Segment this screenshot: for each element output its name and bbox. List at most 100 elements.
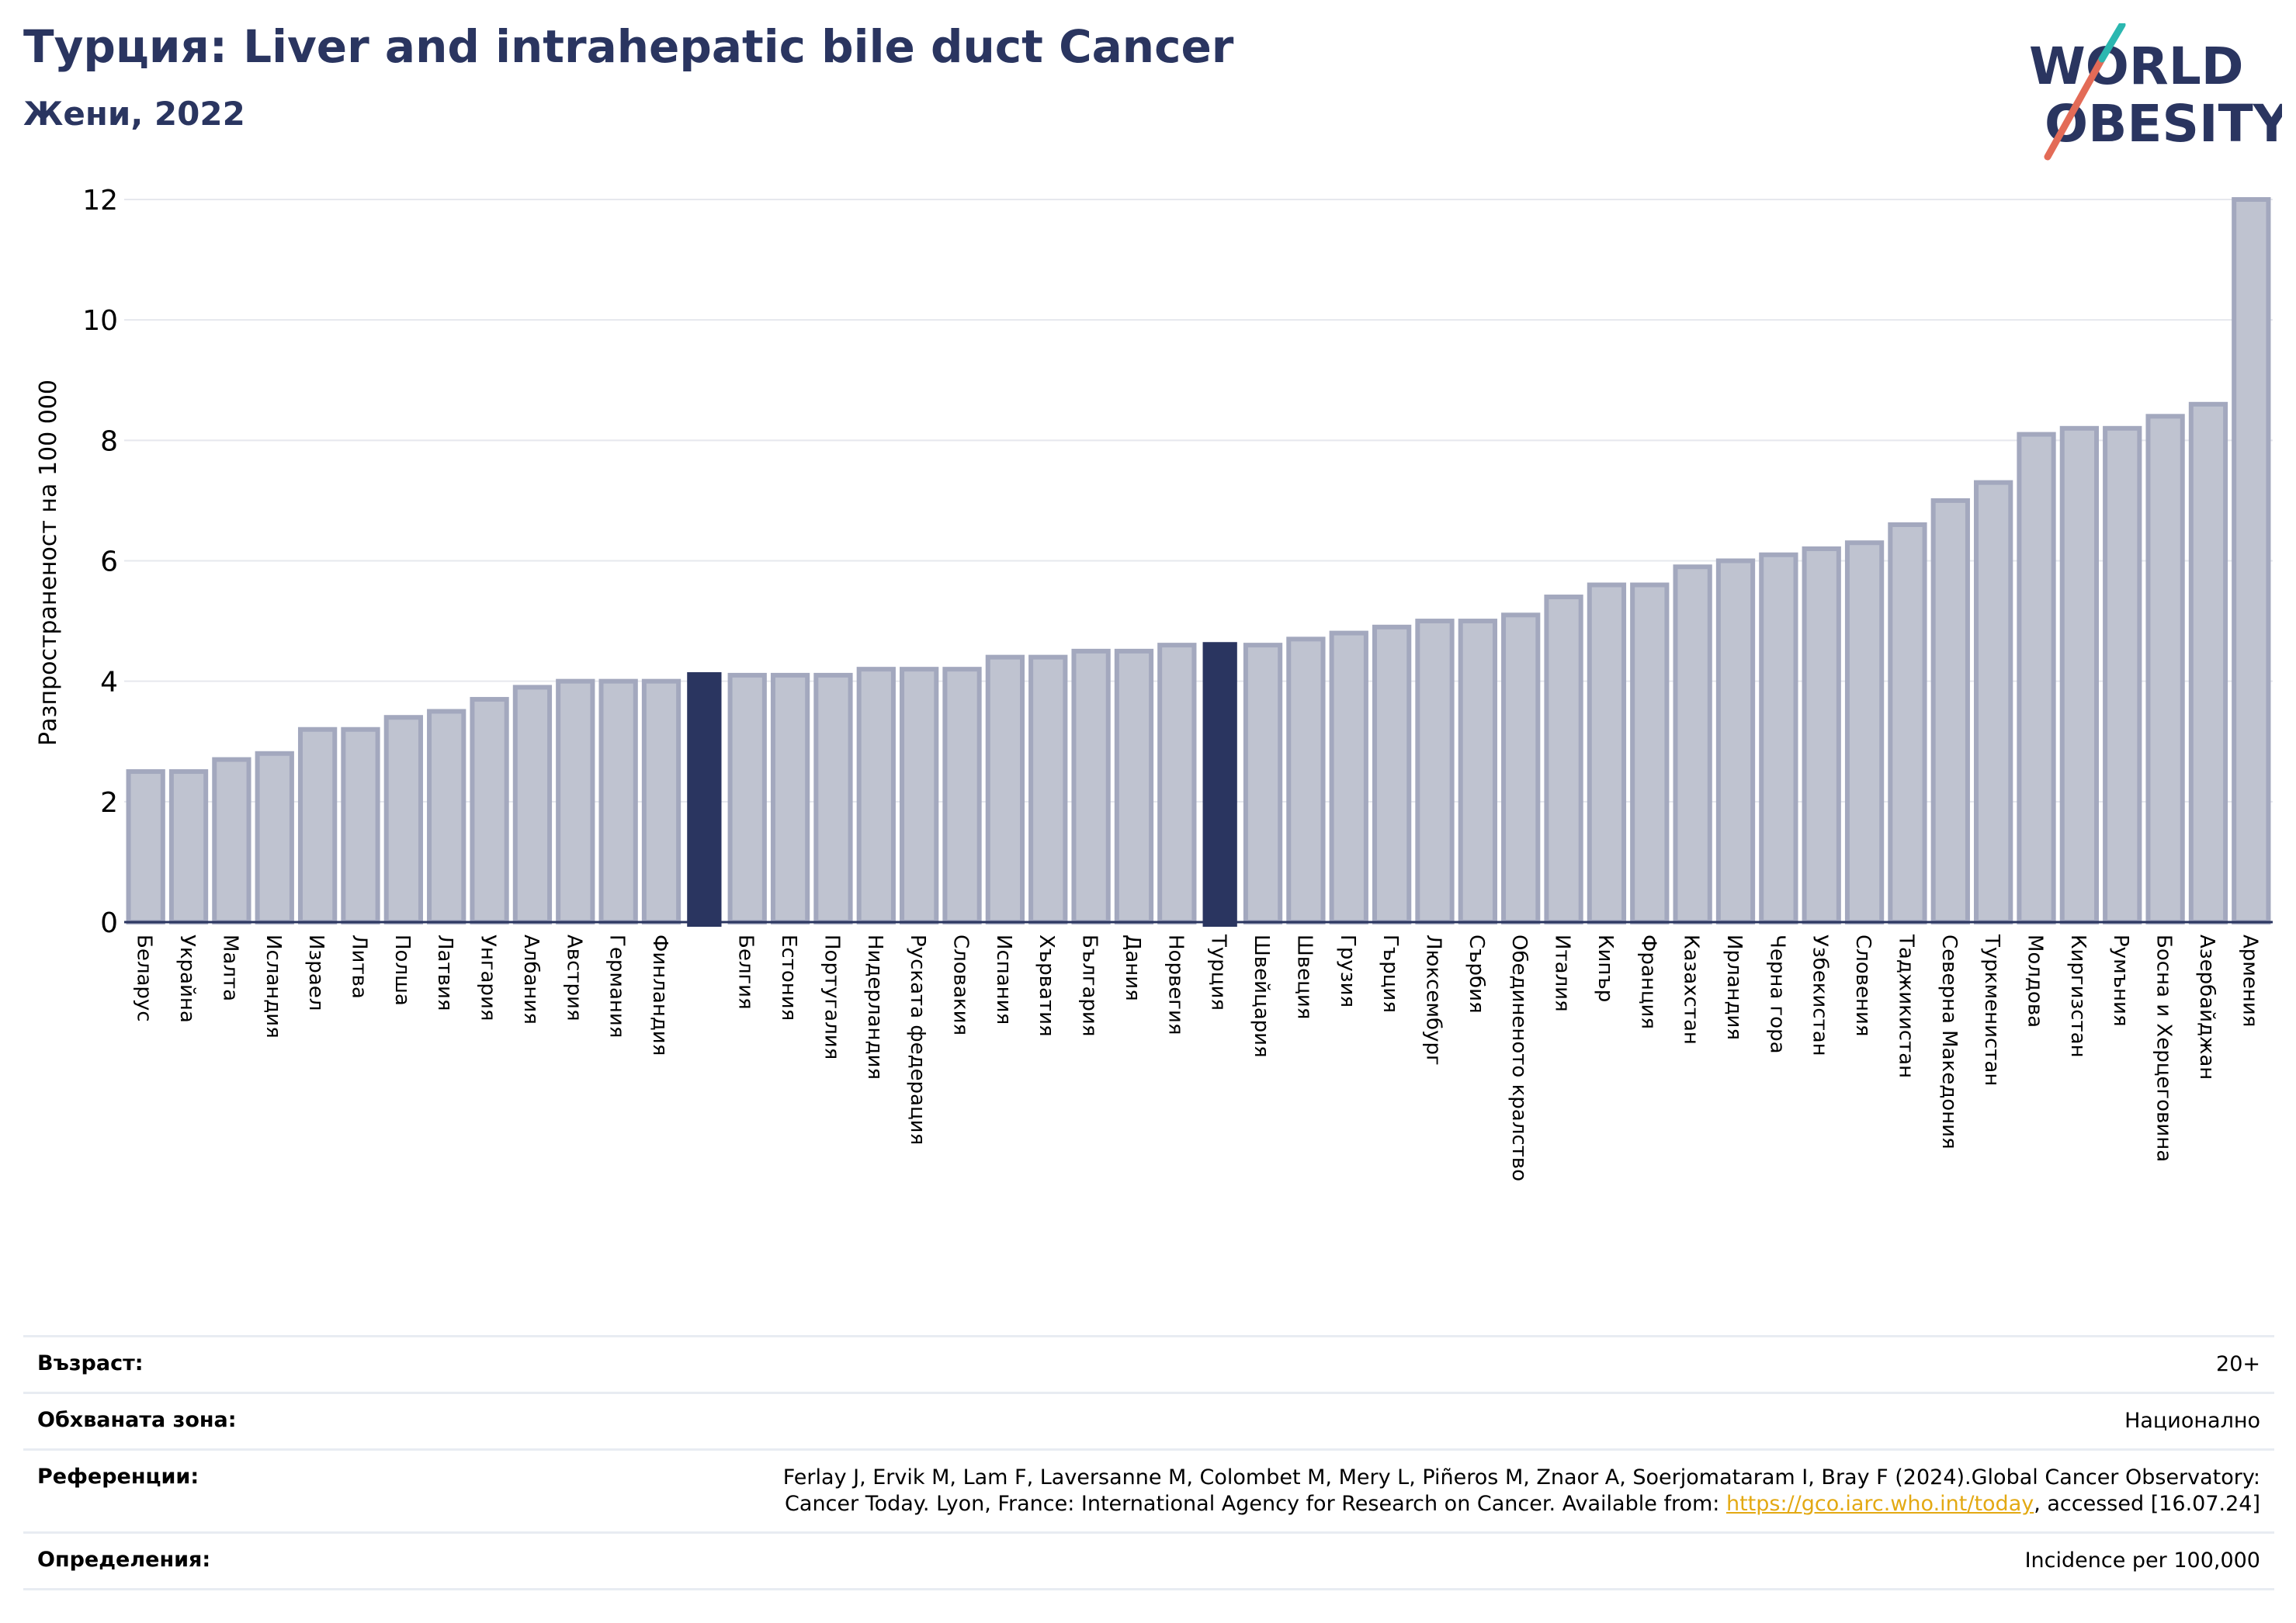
bar [1114, 648, 1154, 924]
bar [598, 678, 638, 925]
bar [1202, 642, 1237, 927]
info-label: Възраст: [37, 1351, 144, 1375]
x-tick-label: Туркменистан [1980, 934, 2003, 1086]
bar [212, 757, 251, 925]
bar [383, 715, 423, 924]
bar [1974, 480, 2013, 924]
bar [641, 678, 682, 925]
y-tick-label: 10 [82, 305, 118, 337]
bar [2188, 401, 2228, 924]
x-axis-labels: Беларус Украйна Малта Исландия Израел Литва По… [133, 934, 2262, 1181]
bar [1673, 564, 1712, 925]
bar [512, 685, 553, 924]
bar-chart: 0 2 4 6 8 10 12 Беларус Украйна Малта Исландия Изр… [35, 185, 2273, 1181]
bar [1930, 498, 1970, 924]
x-tick-label: Финландия [648, 935, 671, 1056]
x-tick-label: Армения [2238, 935, 2261, 1027]
bar [900, 667, 939, 925]
bar [1071, 648, 1111, 924]
info-label: Обхваната зона: [37, 1408, 237, 1432]
x-tick-label: Румъния [2109, 935, 2132, 1027]
y-tick-label: 8 [100, 425, 118, 457]
chart-title: Турция: Liver and intrahepatic bile duct… [23, 20, 1234, 73]
info-value: 20+ [2216, 1352, 2260, 1376]
info-table: Възраст: 20+ Обхваната зона: Национално … [23, 1335, 2274, 1590]
x-tick-label: Турция [1207, 934, 1230, 1011]
y-tick-label: 12 [82, 185, 118, 217]
info-label: Определения: [37, 1548, 211, 1572]
x-tick-label: Испания [992, 935, 1015, 1025]
bar [1630, 582, 1670, 924]
bar [1888, 522, 1927, 924]
x-tick-label: Беларус [133, 935, 156, 1022]
y-tick-label: 4 [100, 667, 118, 699]
bar [813, 672, 853, 924]
bar [1759, 552, 1798, 924]
logo-line1: WORLD [2029, 36, 2244, 96]
x-tick-label: Грузия [1336, 935, 1359, 1007]
bar [255, 751, 294, 924]
bar [942, 667, 982, 925]
x-tick-label: Норвегия [1164, 935, 1187, 1035]
x-tick-label: Черна гора [1765, 935, 1788, 1054]
x-tick-label: Франция [1636, 935, 1660, 1029]
x-tick-label: Швеция [1292, 935, 1316, 1019]
bar [1544, 595, 1583, 924]
x-tick-label: Молдова [2024, 935, 2047, 1028]
x-tick-label: Дания [1121, 935, 1144, 1001]
info-row-area: Обхваната зона: Национално [23, 1392, 2274, 1448]
info-value-references: Ferlay J, Ervik M, Lam F, Laversanne M, … [783, 1465, 2260, 1517]
x-tick-label: България [1078, 935, 1101, 1036]
bar [1157, 643, 1197, 924]
bar [856, 667, 896, 925]
world-obesity-logo: WORLD OBESITY [2029, 23, 2282, 161]
bar [168, 769, 209, 925]
info-value: Национално [2124, 1409, 2260, 1433]
x-tick-label: Казахстан [1680, 935, 1703, 1045]
bar [1243, 643, 1283, 924]
x-tick-label: Обединеното кралство [1507, 935, 1531, 1181]
bar [1844, 540, 1885, 924]
x-tick-label: Словакия [949, 935, 973, 1035]
bar [297, 727, 338, 924]
bar [1458, 619, 1497, 924]
reference-link[interactable]: https://gco.iarc.who.int/today [1725, 1492, 2034, 1516]
x-tick-label: Швейцария [1250, 935, 1273, 1058]
x-tick-label: Нидерландия [863, 935, 886, 1080]
x-tick-label: Гърция [1379, 935, 1402, 1013]
bar [2017, 432, 2056, 924]
x-tick-label: Германия [605, 935, 629, 1038]
x-tick-label: Израел [304, 935, 328, 1011]
bar [687, 672, 722, 927]
x-tick-label: Латвия [433, 935, 456, 1011]
x-tick-label: Ирландия [1722, 935, 1746, 1040]
info-row-age: Възраст: 20+ [23, 1335, 2274, 1392]
x-tick-label: Северна Македония [1937, 935, 1961, 1150]
x-tick-label: Португалия [820, 935, 843, 1059]
x-tick-label: Азербайджан [2195, 935, 2218, 1080]
x-tick-label: Унгария [477, 935, 500, 1021]
x-tick-label: Литва [347, 935, 370, 999]
x-tick-label: Кипър [1594, 935, 1617, 1002]
x-tick-label: Албания [519, 935, 543, 1025]
info-row-definitions: Определения: Incidence per 100,000 [23, 1531, 2274, 1590]
bar [1372, 624, 1412, 924]
bar [126, 769, 165, 925]
x-tick-label: Исландия [262, 935, 285, 1039]
bar [556, 678, 595, 925]
x-tick-label: Белгия [734, 935, 758, 1010]
bar [727, 672, 767, 924]
chart-subtitle: Жени, 2022 [23, 95, 245, 133]
x-tick-label: Естония [777, 935, 800, 1021]
reference-line2-post: , accessed [16.07.24] [2034, 1492, 2260, 1516]
y-tick-label: 0 [100, 907, 118, 939]
bar [1587, 582, 1627, 924]
bar [1329, 630, 1368, 924]
reference-line1: Ferlay J, Ervik M, Lam F, Laversanne M, … [782, 1465, 2260, 1489]
reference-line2-pre: Cancer Today. Lyon, France: Internationa… [785, 1492, 1726, 1516]
bars [126, 197, 2271, 927]
bar [1802, 546, 1841, 924]
y-tick-label: 6 [100, 546, 118, 578]
bar [1501, 612, 1541, 924]
bar [427, 709, 466, 924]
